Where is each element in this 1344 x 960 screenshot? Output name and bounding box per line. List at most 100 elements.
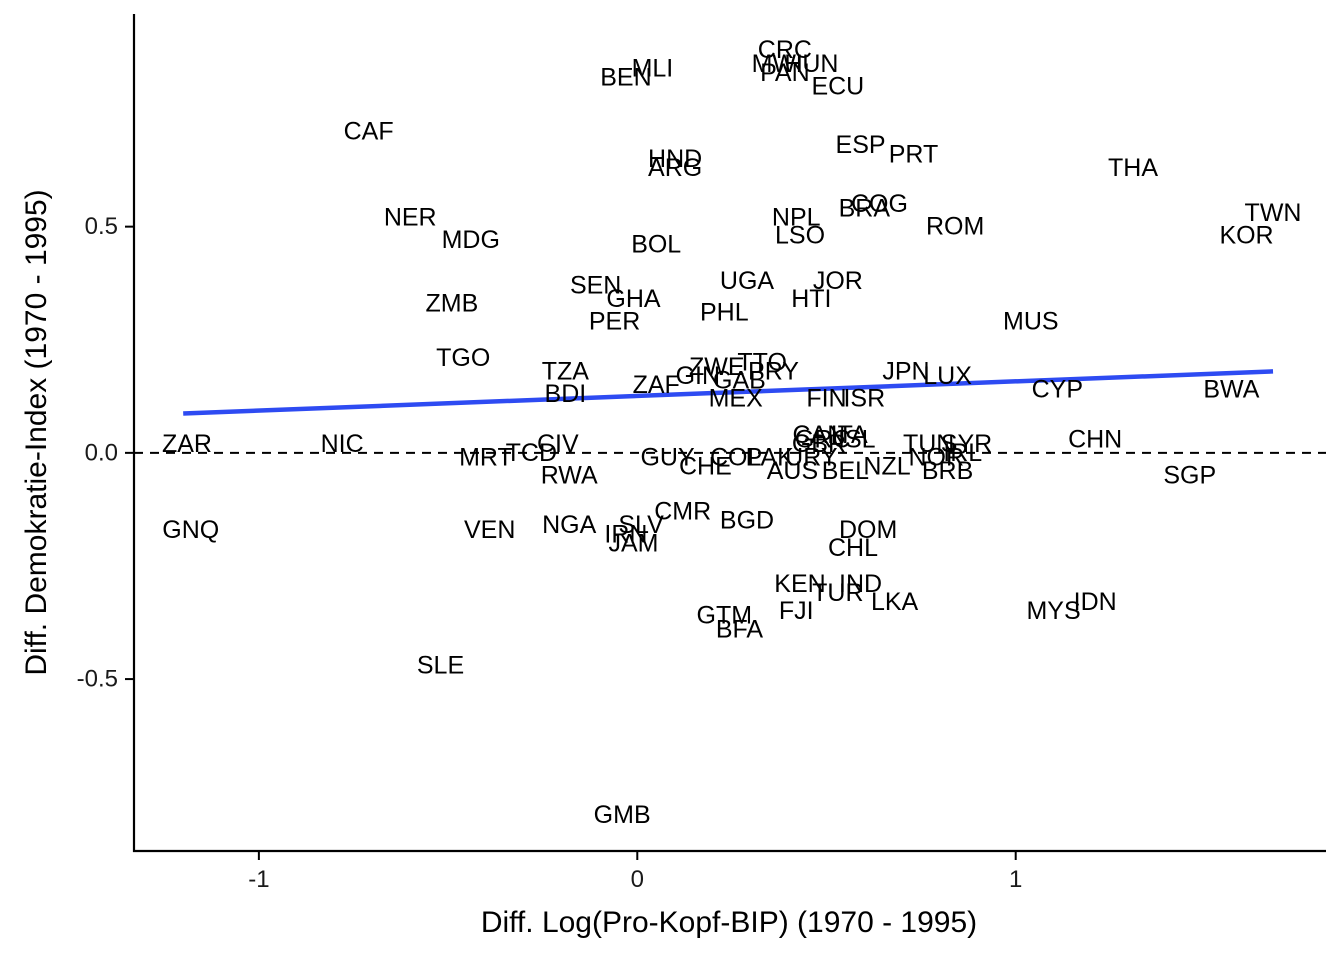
point-label-pan: PAN <box>760 59 810 87</box>
point-label-ben: BEN <box>600 63 651 91</box>
point-label-npl: NPL <box>772 204 821 232</box>
point-label-idn: IDN <box>1074 588 1117 616</box>
point-label-isr: ISR <box>843 385 885 413</box>
point-label-nor: NOR <box>908 443 964 471</box>
point-label-arg: ARG <box>648 154 702 182</box>
point-label-bfa: BFA <box>716 615 764 643</box>
point-label-ecu: ECU <box>811 72 864 100</box>
point-label-pak: PAK <box>746 443 794 471</box>
point-label-nic: NIC <box>321 430 364 458</box>
point-label-gha: GHA <box>606 285 661 313</box>
point-label-zwe: ZWE <box>689 353 745 381</box>
point-label-mrt: MRT <box>459 443 513 471</box>
point-label-ind: IND <box>839 570 882 598</box>
x-tick-label: -1 <box>248 866 269 893</box>
x-tick-label: 1 <box>1009 866 1022 893</box>
point-label-kor: KOR <box>1219 222 1273 250</box>
point-label-gnq: GNQ <box>162 516 219 544</box>
point-label-cmr: CMR <box>654 498 711 526</box>
point-label-zar: ZAR <box>162 430 212 458</box>
x-axis-title: Diff. Log(Pro-Kopf-BIP) (1970 - 1995) <box>481 906 977 939</box>
point-label-mys: MYS <box>1026 597 1080 625</box>
point-label-tto: TTO <box>737 348 787 376</box>
point-label-isl: ISL <box>838 425 876 453</box>
point-label-per: PER <box>589 308 640 336</box>
y-tick-label: 0.5 <box>85 213 118 240</box>
point-label-bra: BRA <box>839 195 891 223</box>
point-label-jor: JOR <box>813 267 863 295</box>
point-label-hun: HUN <box>784 50 838 78</box>
point-label-hti: HTI <box>791 285 831 313</box>
point-label-lux: LUX <box>923 362 972 390</box>
point-label-tcd: TCD <box>506 439 557 467</box>
point-label-gin: GIN <box>676 362 720 390</box>
point-label-tun: TUN <box>903 430 954 458</box>
point-label-syr: SYR <box>941 430 992 458</box>
point-label-gbr: GBR <box>792 430 846 458</box>
point-label-cyp: CYP <box>1032 376 1083 404</box>
x-tick-label: 0 <box>631 866 644 893</box>
point-label-irl: IRL <box>943 439 982 467</box>
point-label-tza: TZA <box>542 357 590 385</box>
point-label-nga: NGA <box>542 511 597 539</box>
point-label-hnd: HND <box>648 145 702 173</box>
point-label-twn: TWN <box>1245 199 1302 227</box>
point-label-mdg: MDG <box>442 226 500 254</box>
point-label-sle: SLE <box>417 652 464 680</box>
point-label-gtm: GTM <box>697 602 753 630</box>
point-label-gab: GAB <box>713 366 766 394</box>
point-label-chn: CHN <box>1068 425 1122 453</box>
point-label-esp: ESP <box>836 131 886 159</box>
point-label-lka: LKA <box>871 588 919 616</box>
point-label-sen: SEN <box>570 271 621 299</box>
point-label-can: CAN <box>793 421 846 449</box>
point-label-aus: AUS <box>767 457 818 485</box>
point-label-mex: MEX <box>709 385 764 413</box>
point-label-lso: LSO <box>775 222 825 250</box>
point-label-bwa: BWA <box>1203 376 1259 404</box>
regression-line <box>183 369 1274 416</box>
point-label-mus: MUS <box>1003 308 1059 336</box>
point-label-mwi: MWI <box>752 50 803 78</box>
point-label-fji: FJI <box>779 597 814 625</box>
point-label-crc: CRC <box>758 36 812 64</box>
point-label-ita: ITA <box>831 421 868 449</box>
point-label-sgp: SGP <box>1163 461 1216 489</box>
point-label-gmb: GMB <box>594 801 651 829</box>
y-tick-label: -0.5 <box>77 666 118 693</box>
point-label-dom: DOM <box>839 516 897 544</box>
point-label-ury: URY <box>785 443 838 471</box>
axes: -1 0 1 -0.5 0.0 0.5 <box>77 14 1326 893</box>
point-label-nzl: NZL <box>863 452 910 480</box>
point-label-col: COL <box>710 443 762 471</box>
point-label-prt: PRT <box>889 140 939 168</box>
point-label-grc: GRC <box>795 425 851 453</box>
point-label-slv: SLV <box>618 511 664 539</box>
point-label-jam: JAM <box>609 529 659 557</box>
point-label-tha: THA <box>1108 154 1158 182</box>
y-axis-title: Diff. Demokratie-Index (1970 - 1995) <box>20 189 53 675</box>
point-label-guy: GUY <box>640 443 695 471</box>
point-label-bel: BEL <box>822 457 869 485</box>
point-label-bol: BOL <box>631 231 681 259</box>
y-tick-label: 0.0 <box>85 439 118 466</box>
point-label-brb: BRB <box>922 457 973 485</box>
point-label-phl: PHL <box>700 299 749 327</box>
point-label-mli: MLI <box>632 54 674 82</box>
point-label-civ: CIV <box>537 430 579 458</box>
point-label-rwa: RWA <box>541 461 598 489</box>
point-label-caf: CAF <box>344 118 394 146</box>
point-label-irn: IRN <box>604 520 647 548</box>
point-label-zmb: ZMB <box>425 290 478 318</box>
point-label-jpn: JPN <box>882 357 929 385</box>
point-label-cog: COG <box>851 190 908 218</box>
point-label-tgo: TGO <box>436 344 490 372</box>
point-label-uga: UGA <box>720 267 775 295</box>
plot-area <box>134 369 1326 454</box>
point-label-tur: TUR <box>812 579 863 607</box>
point-label-bdi: BDI <box>545 380 587 408</box>
point-label-ner: NER <box>384 204 437 232</box>
point-label-che: CHE <box>679 452 732 480</box>
